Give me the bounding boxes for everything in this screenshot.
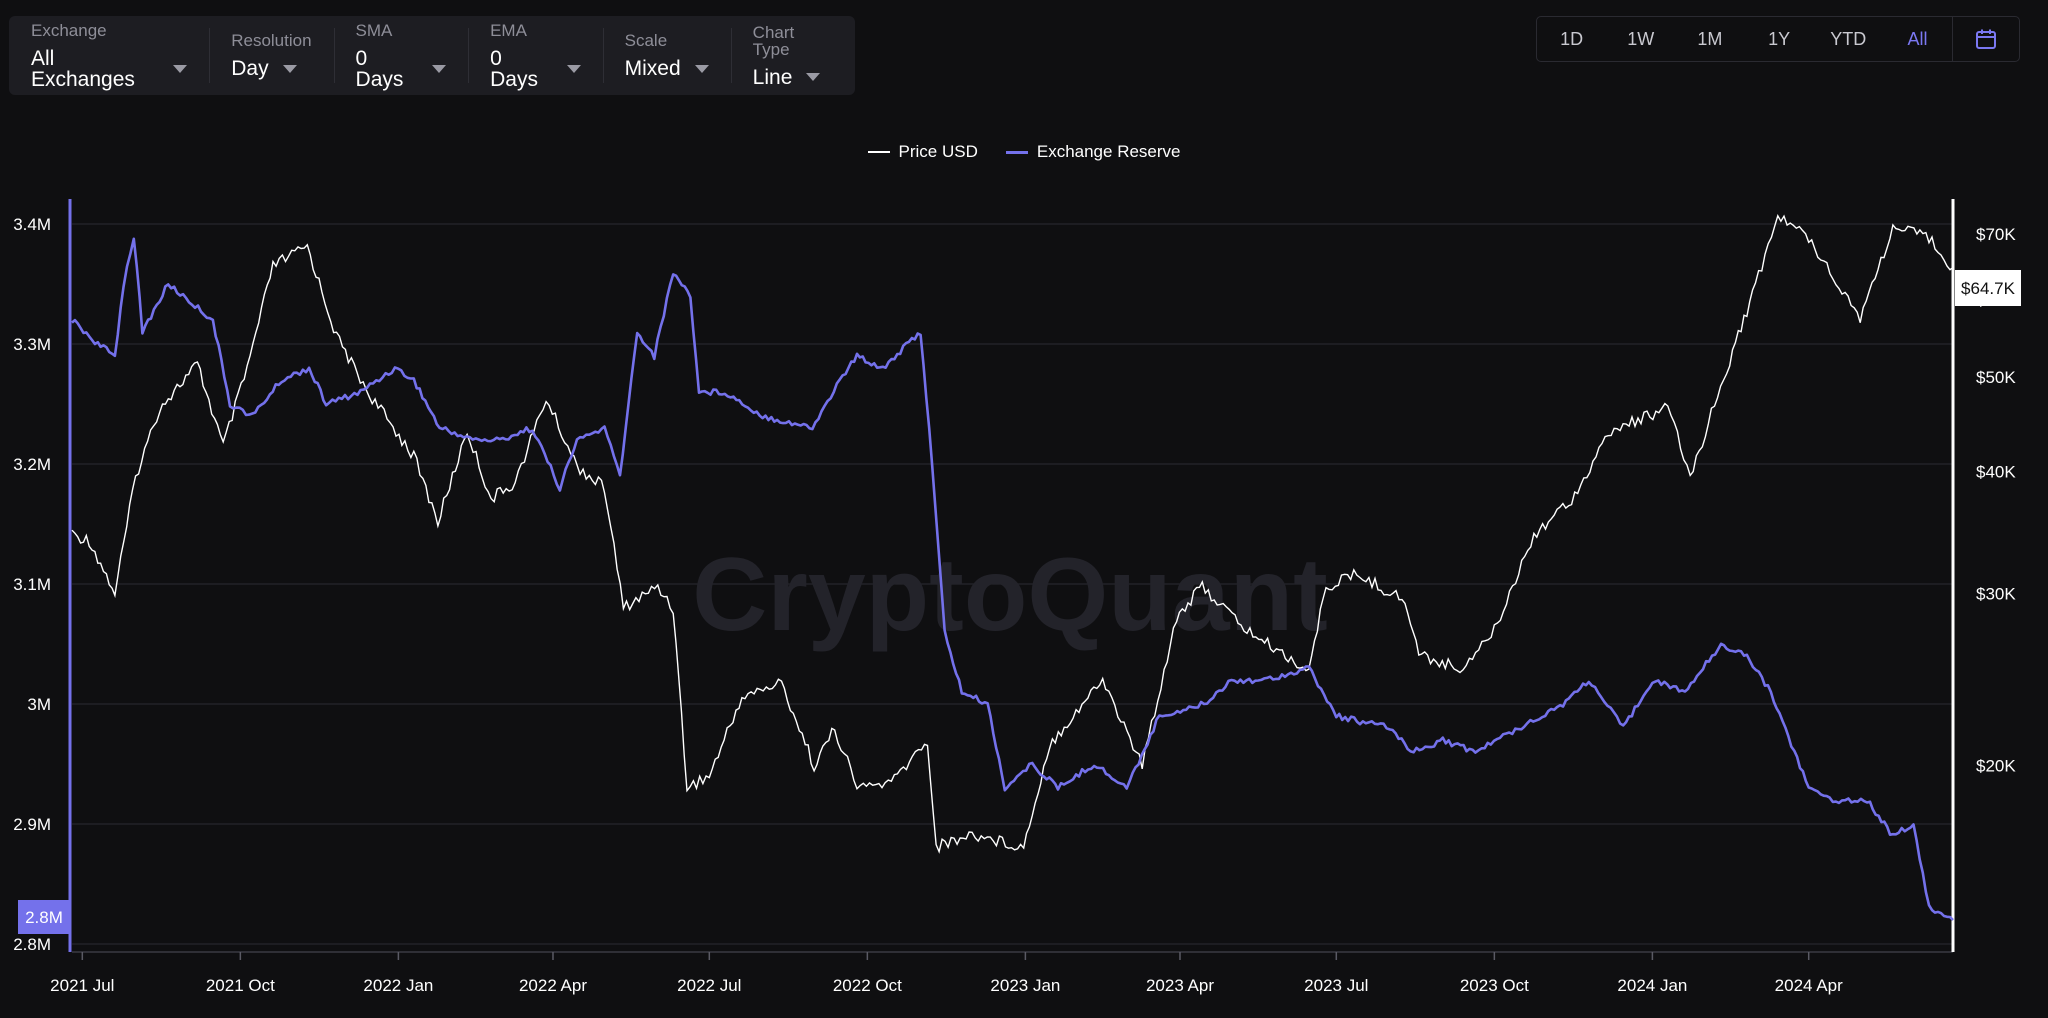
exchange-label: Exchange <box>31 20 107 40</box>
x-tick-label: 2022 Apr <box>519 976 587 995</box>
x-tick-label: 2022 Oct <box>833 976 902 995</box>
price-usd-line <box>71 214 1954 854</box>
legend-label-price: Price USD <box>898 142 978 161</box>
exchange-dropdown[interactable]: Exchange All Exchanges <box>9 16 209 95</box>
chart-legend: Price USD Exchange Reserve <box>0 142 2048 162</box>
y-left-tick-label: 2.8M <box>13 935 51 954</box>
range-all-button[interactable]: All <box>1907 29 1928 49</box>
resolution-dropdown[interactable]: Resolution Day <box>209 16 333 95</box>
watermark: CryptoQuant <box>692 537 1328 653</box>
y-left-tick-label: 3M <box>27 695 51 714</box>
range-ytd-button[interactable]: YTD <box>1830 29 1867 49</box>
sma-dropdown[interactable]: SMA 0 Days <box>333 16 469 95</box>
ema-label: EMA <box>490 20 527 40</box>
current-value-badges: 2.8M $64.7K <box>18 270 2021 934</box>
y-right-tick-label: $40K <box>1976 463 2016 482</box>
y-axis-right: $20K$30K$40K$50K$60K$70K <box>1951 199 2016 952</box>
time-range-selector: 1D 1W 1M 1Y YTD All <box>1536 16 2020 62</box>
resolution-value: Day <box>231 57 269 80</box>
x-tick-label: 2024 Apr <box>1775 976 1843 995</box>
x-tick-label: 2023 Apr <box>1146 976 1214 995</box>
chart-type-dropdown[interactable]: Chart Type Line <box>730 16 855 95</box>
y-left-tick-label: 3.2M <box>13 455 51 474</box>
ema-dropdown[interactable]: EMA 0 Days <box>468 16 603 95</box>
y-left-tick-label: 2.9M <box>13 815 51 834</box>
chevron-down-icon <box>432 64 447 73</box>
ema-value: 0 Days <box>490 46 538 91</box>
sma-value: 0 Days <box>355 46 404 91</box>
legend-label-reserve: Exchange Reserve <box>1036 142 1181 161</box>
x-tick-label: 2021 Oct <box>206 976 275 995</box>
chevron-down-icon <box>806 73 821 81</box>
calendar-button[interactable] <box>1952 17 2019 61</box>
x-tick-label: 2023 Jul <box>1304 976 1368 995</box>
range-1y-button[interactable]: 1Y <box>1768 29 1791 49</box>
reserve-current-label: 2.8M <box>25 908 63 927</box>
exchange-value: All Exchanges <box>31 46 135 91</box>
legend-swatch-price <box>867 151 890 153</box>
chart-type-label: Chart Type <box>752 22 795 59</box>
y-right-tick-label: $70K <box>1976 225 2016 244</box>
scale-label: Scale <box>624 31 668 50</box>
x-tick-label: 2022 Jan <box>363 976 433 995</box>
y-axis-left: 2.8M 2.9M 3M 3.1M 3.2M 3.3M 3.4M <box>13 199 72 954</box>
y-left-tick-label: 3.3M <box>13 335 51 354</box>
range-1m-button[interactable]: 1M <box>1697 29 1723 49</box>
x-axis: 2021 Jul 2021 Oct 2022 Jan 2022 Apr 2022 Jul… <box>50 951 1953 995</box>
x-tick-label: 2023 Jan <box>990 976 1060 995</box>
price-current-badge <box>1955 270 2021 306</box>
chart-toolbar: Exchange All Exchanges Resolution Day SM… <box>9 16 855 95</box>
price-current-label: $64.7K <box>1961 279 2016 298</box>
exchange-reserve-line <box>71 237 1954 921</box>
calendar-icon <box>1976 29 1997 49</box>
y-left-tick-label: 3.4M <box>13 215 51 234</box>
y-right-tick-label: $20K <box>1976 756 2016 775</box>
legend-item-price[interactable]: Price USD <box>867 142 978 162</box>
chevron-down-icon <box>566 64 581 73</box>
chevron-down-icon <box>282 64 297 73</box>
x-tick-label: 2023 Oct <box>1460 976 1529 995</box>
chevron-down-icon <box>694 64 709 73</box>
x-tick-label: 2021 Jul <box>50 976 114 995</box>
range-1d-button[interactable]: 1D <box>1560 29 1584 49</box>
x-tick-label: 2024 Jan <box>1617 976 1687 995</box>
y-right-tick-label: $30K <box>1976 584 2016 603</box>
y-right-tick-label: $50K <box>1976 368 2016 387</box>
chart-type-value: Line <box>752 65 793 89</box>
legend-swatch-reserve <box>1005 150 1028 154</box>
range-1w-button[interactable]: 1W <box>1627 29 1655 49</box>
scale-dropdown[interactable]: Scale Mixed <box>602 16 731 95</box>
scale-value: Mixed <box>624 57 681 80</box>
reserve-current-badge <box>18 900 70 934</box>
series-lines <box>71 214 1954 921</box>
chevron-down-icon <box>173 64 188 73</box>
sma-label: SMA <box>355 20 393 40</box>
x-tick-label: 2022 Jul <box>677 976 741 995</box>
legend-item-reserve[interactable]: Exchange Reserve <box>1005 142 1181 162</box>
y-left-tick-label: 3.1M <box>13 575 51 594</box>
resolution-label: Resolution <box>231 31 312 50</box>
